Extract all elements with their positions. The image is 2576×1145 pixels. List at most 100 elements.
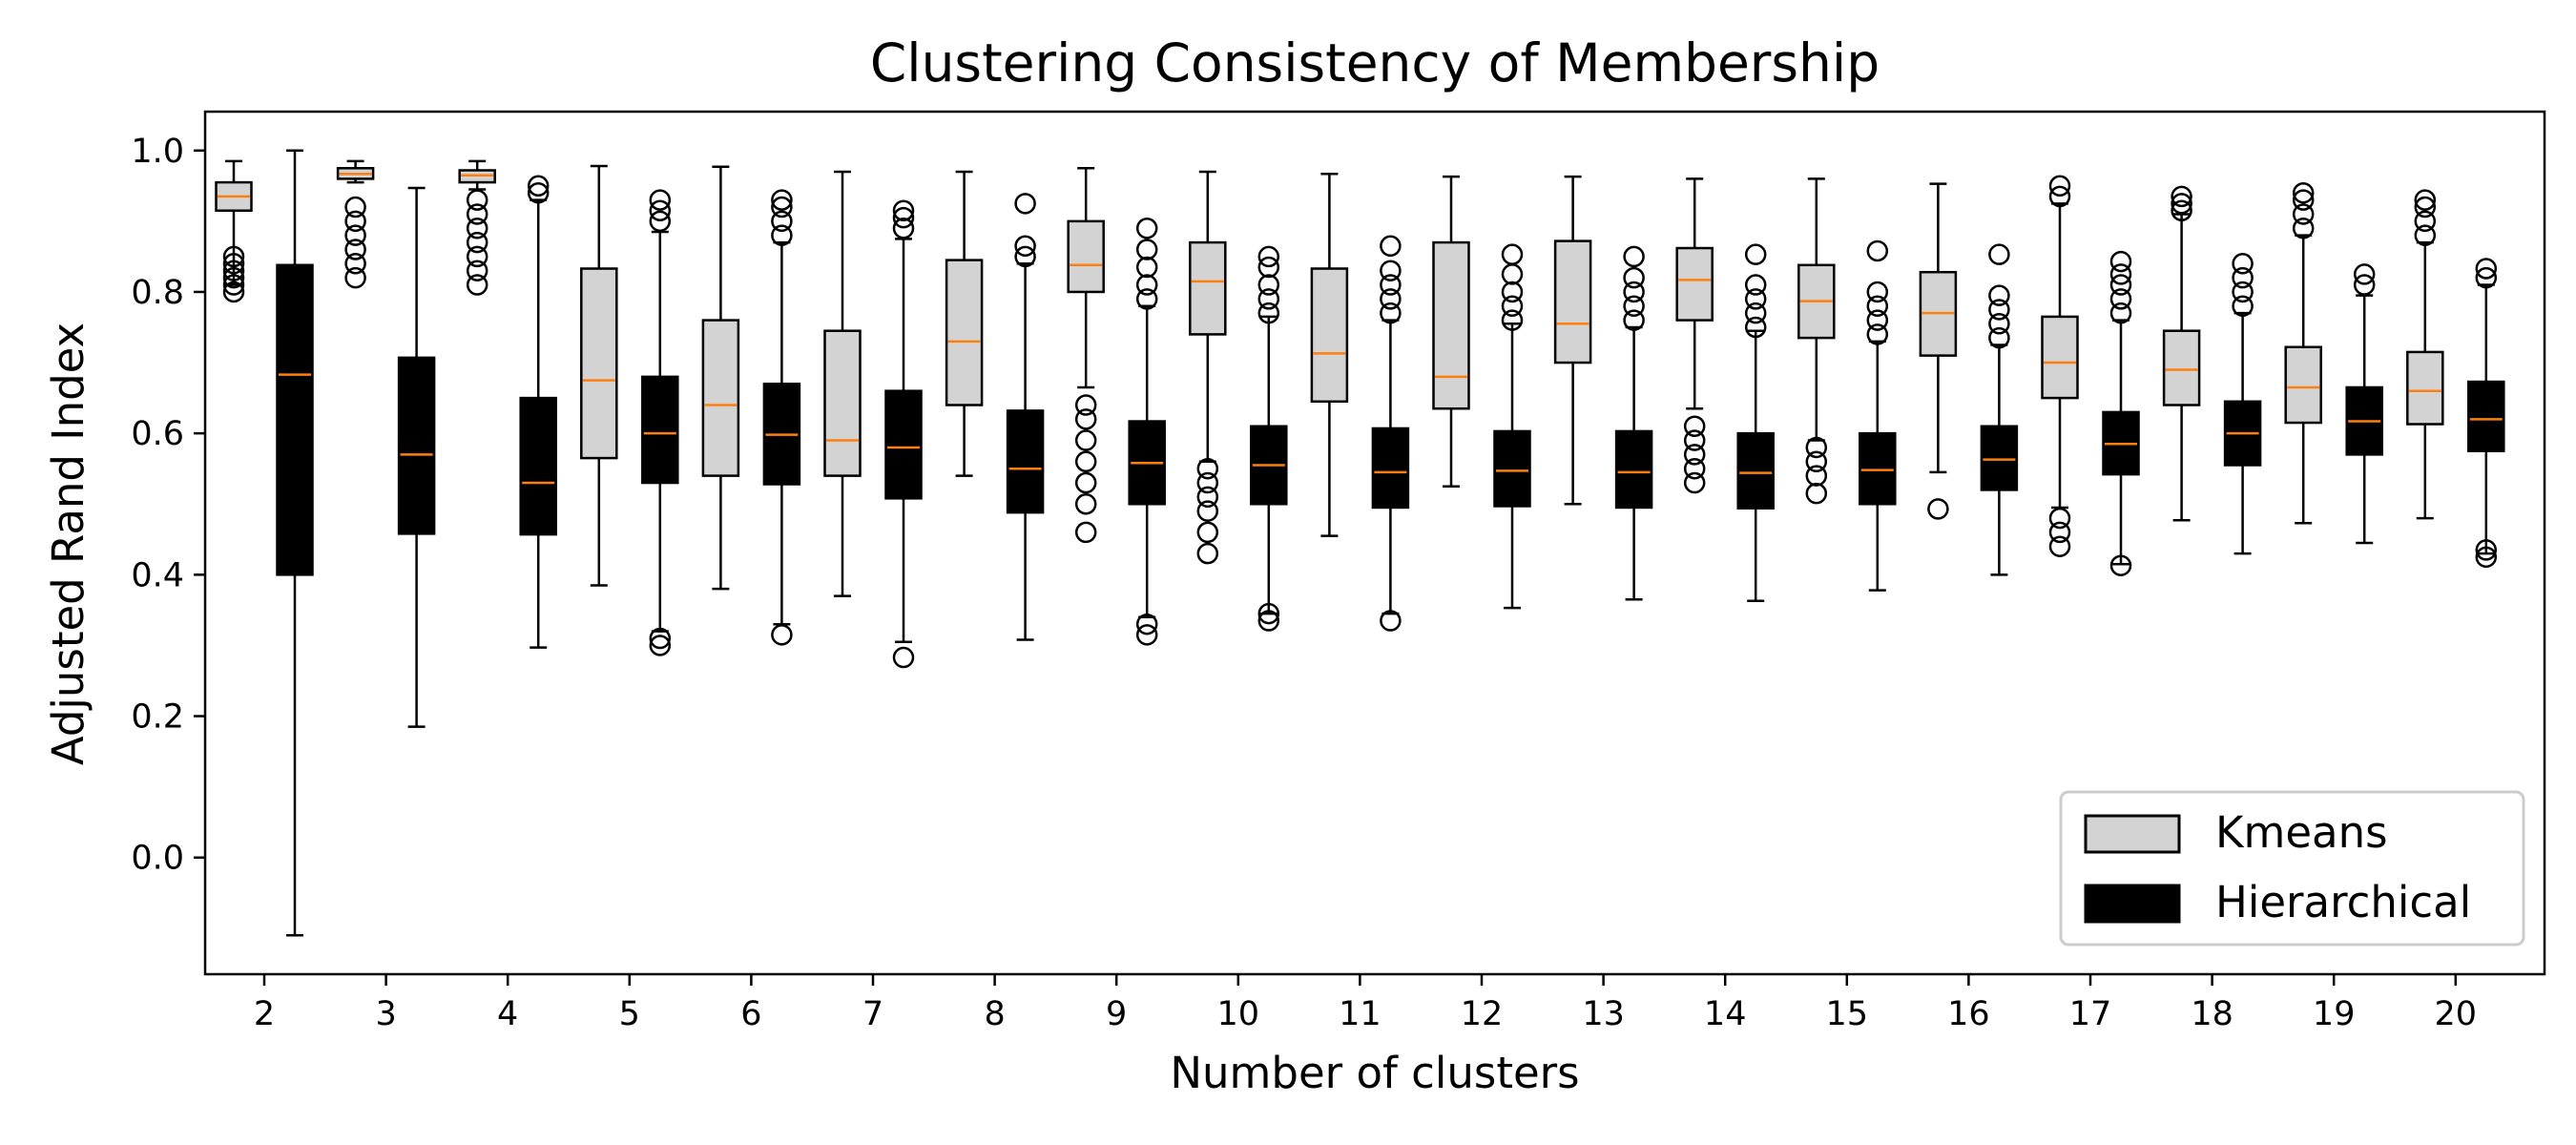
flier-point — [2109, 288, 2132, 310]
flier-point — [2171, 199, 2192, 221]
flier-point — [344, 210, 366, 233]
x-tick-label: 18 — [2191, 995, 2233, 1033]
flier-point — [222, 266, 245, 289]
box-body — [1736, 431, 1775, 510]
legend-label-kmeans: Kmeans — [2215, 807, 2388, 858]
flier-point — [1135, 218, 1158, 239]
flier-point — [1257, 302, 1280, 324]
flier-point — [2475, 258, 2498, 280]
flier-point — [1074, 471, 1097, 494]
box-kmeans — [336, 159, 375, 289]
chart-title: Clustering Consistency of Membership — [870, 32, 1880, 94]
box-hierarchical — [519, 175, 557, 649]
flier-point — [1074, 408, 1097, 430]
flier-point — [2475, 539, 2498, 561]
flier-point — [1074, 492, 1097, 515]
flier-point — [1135, 274, 1158, 296]
flier-point — [1866, 239, 1889, 262]
flier-point — [466, 203, 488, 225]
box-body — [2162, 329, 2201, 406]
flier-point — [2292, 203, 2315, 225]
flier-point — [1805, 450, 1828, 473]
flier-point — [2048, 507, 2071, 530]
box-hierarchical — [1371, 235, 1410, 632]
x-tick-label: 11 — [1339, 995, 1381, 1033]
flier-point — [1135, 239, 1158, 260]
flier-point — [1135, 624, 1158, 646]
box-body — [2406, 350, 2444, 426]
flier-point — [2109, 250, 2132, 273]
box-hierarchical — [1493, 243, 1531, 610]
box-hierarchical — [1859, 239, 1897, 592]
flier-point — [1380, 302, 1402, 324]
box-body — [1614, 429, 1653, 510]
plot-frame — [203, 110, 2546, 976]
legend: Kmeans Hierarchical — [2059, 790, 2525, 947]
box-body — [1675, 246, 1714, 322]
flier-point — [222, 253, 245, 275]
flier-point — [466, 274, 488, 296]
flier-point — [527, 175, 550, 198]
flier-point — [2475, 546, 2498, 569]
flier-point — [466, 218, 488, 239]
flier-point — [1501, 295, 1524, 318]
flier-point — [2475, 266, 2498, 289]
flier-point — [1988, 284, 2010, 306]
box-body — [1980, 425, 2019, 491]
flier-point — [1988, 243, 2010, 265]
box-hierarchical — [2345, 263, 2383, 545]
flier-point — [344, 266, 366, 289]
flier-point — [1501, 309, 1524, 331]
flier-point — [2232, 266, 2254, 289]
flier-point — [1501, 281, 1524, 303]
flier-point — [1805, 436, 1828, 459]
flier-point — [222, 274, 245, 296]
box-body — [701, 319, 740, 477]
flier-point — [1257, 610, 1280, 632]
box-hierarchical — [1980, 243, 2019, 576]
x-tick-label: 15 — [1826, 995, 1869, 1033]
box-body — [1189, 240, 1227, 336]
box-body — [2284, 345, 2322, 425]
flier-point — [2232, 253, 2254, 275]
x-tick-label: 7 — [862, 995, 883, 1033]
flier-point — [1380, 288, 1402, 310]
flier-point — [1744, 243, 1767, 265]
box-body — [1067, 219, 1105, 294]
flier-point — [1014, 245, 1036, 268]
flier-point — [1257, 288, 1280, 310]
flier-point — [2414, 224, 2437, 246]
flier-point — [1623, 266, 1645, 289]
box-body — [884, 389, 923, 500]
box-body — [1493, 429, 1531, 508]
flier-point — [1927, 498, 1949, 520]
box-kmeans — [580, 164, 618, 587]
x-tick-label: 5 — [619, 995, 640, 1033]
x-tick-label: 6 — [740, 995, 761, 1033]
flier-point — [2171, 185, 2192, 208]
flier-point — [1623, 245, 1645, 268]
box-body — [1310, 267, 1349, 404]
box-hierarchical — [1006, 193, 1045, 641]
flier-point — [1196, 457, 1219, 480]
x-tick-label: 17 — [2069, 995, 2112, 1033]
box-body — [1432, 240, 1470, 410]
flier-point — [222, 260, 245, 281]
flier-point — [892, 218, 915, 239]
box-body — [397, 356, 436, 535]
flier-point — [771, 196, 793, 219]
flier-point — [771, 189, 793, 211]
box-kmeans — [458, 159, 496, 296]
box-kmeans — [1675, 177, 1714, 494]
flier-point — [2292, 181, 2315, 204]
box-hierarchical — [2223, 253, 2262, 555]
flier-point — [344, 224, 366, 246]
box-hierarchical — [276, 149, 314, 937]
flier-point — [344, 196, 366, 219]
flier-point — [892, 199, 915, 221]
box-hierarchical — [762, 189, 801, 646]
y-tick-label: 0.4 — [131, 556, 184, 594]
legend-swatch-kmeans — [2084, 814, 2181, 854]
box-kmeans — [1553, 175, 1592, 506]
flier-point — [1988, 313, 2010, 335]
